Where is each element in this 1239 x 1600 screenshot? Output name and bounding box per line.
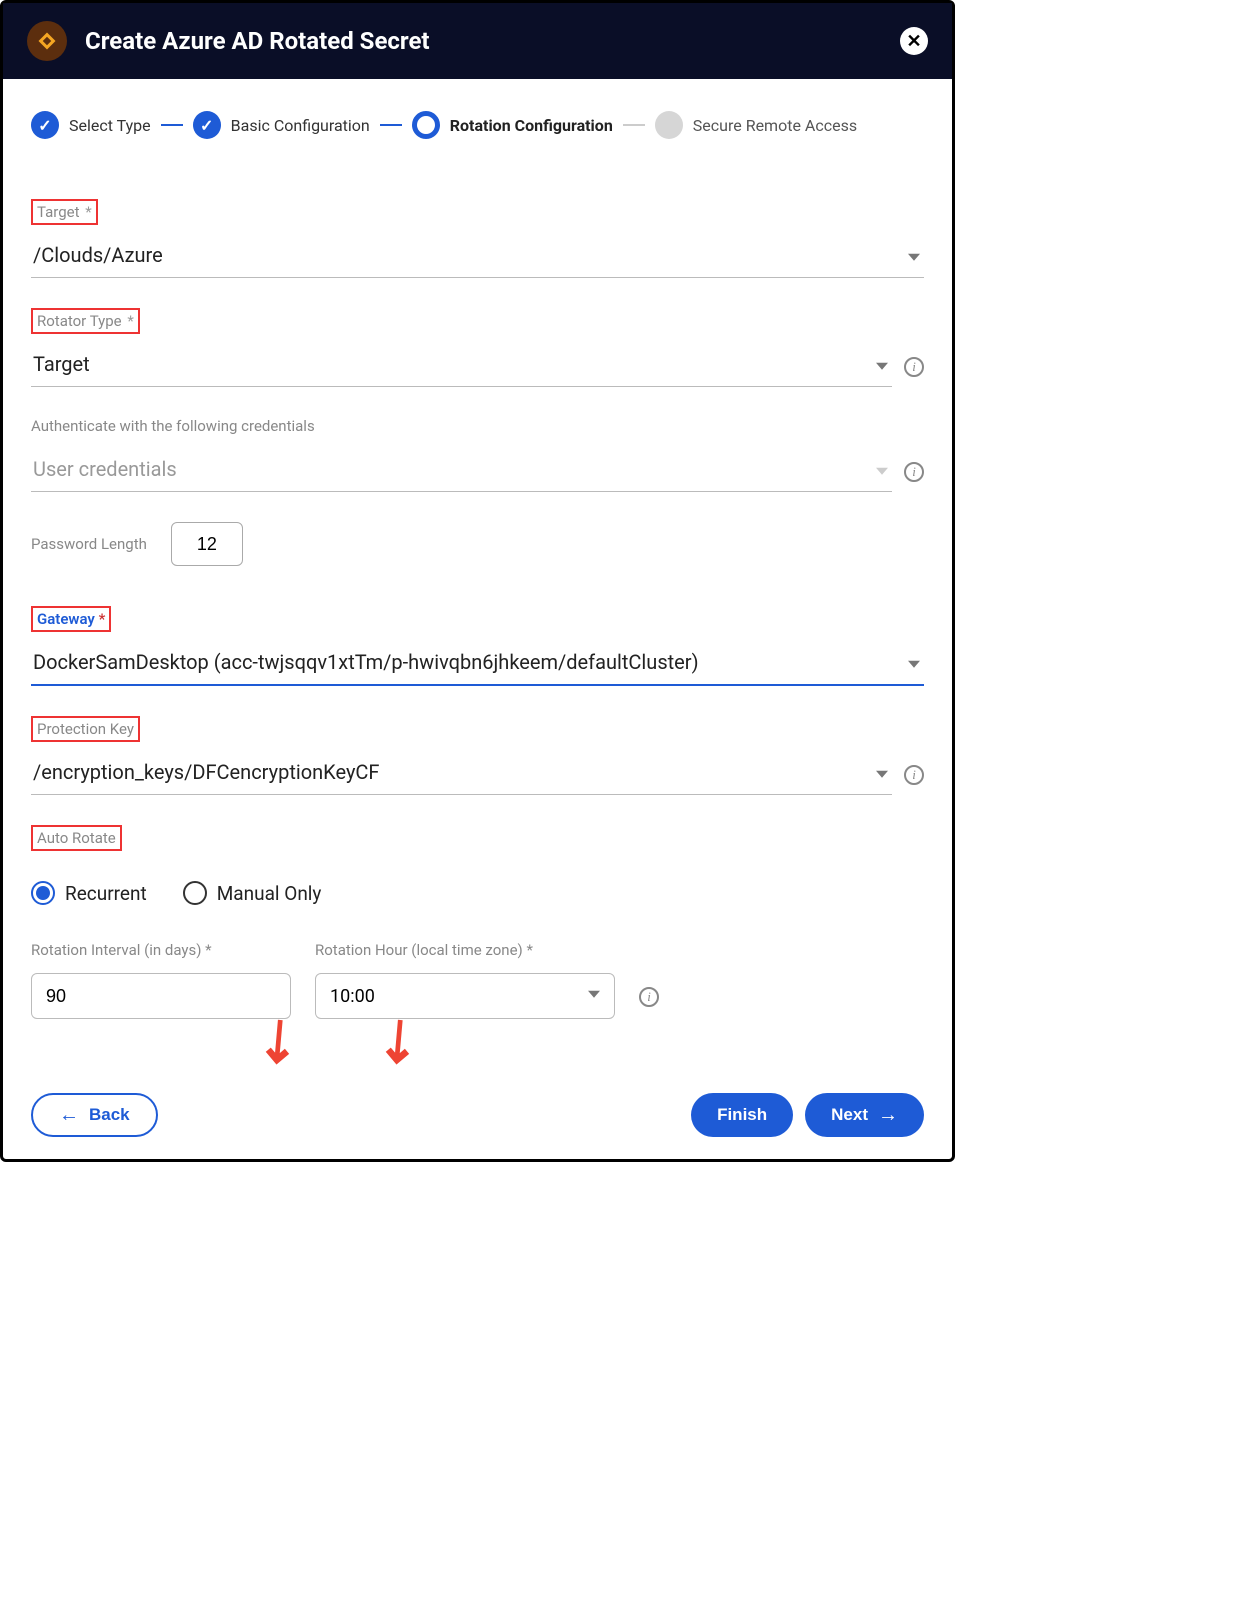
info-icon[interactable]: i bbox=[904, 765, 924, 785]
password-length-field: Password Length bbox=[31, 522, 924, 566]
back-button[interactable]: Back bbox=[31, 1093, 158, 1137]
gateway-select[interactable]: DockerSamDesktop (acc-twjsqqv1xtTm/p-hwi… bbox=[31, 644, 924, 686]
rotator-type-label: Rotator Type * bbox=[31, 308, 140, 334]
target-select[interactable]: /Clouds/Azure bbox=[31, 237, 924, 278]
auth-creds-select[interactable]: User credentials bbox=[31, 451, 892, 492]
dialog-header: Create Azure AD Rotated Secret ✕ bbox=[3, 3, 952, 79]
password-length-label: Password Length bbox=[31, 535, 147, 553]
step-4-icon bbox=[655, 111, 683, 139]
auth-creds-label: Authenticate with the following credenti… bbox=[31, 417, 924, 435]
wizard-stepper: Select Type Basic Configuration Rotation… bbox=[31, 111, 924, 139]
rotation-interval-input[interactable] bbox=[31, 973, 291, 1019]
close-button[interactable]: ✕ bbox=[900, 27, 928, 55]
app-logo-icon bbox=[27, 21, 67, 61]
rotator-type-select[interactable]: Target bbox=[31, 346, 892, 387]
step-connector bbox=[380, 124, 402, 126]
finish-button[interactable]: Finish bbox=[691, 1093, 793, 1137]
protection-key-select[interactable]: /encryption_keys/DFCencryptionKeyCF bbox=[31, 754, 892, 795]
step-2-icon bbox=[193, 111, 221, 139]
auto-rotate-field: Auto Rotate Recurrent Manual Only bbox=[31, 825, 924, 905]
rotator-type-field: Rotator Type * Target i bbox=[31, 308, 924, 387]
dialog-title: Create Azure AD Rotated Secret bbox=[85, 27, 900, 55]
radio-manual-label: Manual Only bbox=[217, 882, 322, 905]
gateway-label: Gateway * bbox=[31, 606, 111, 632]
radio-recurrent[interactable]: Recurrent bbox=[31, 881, 147, 905]
info-icon[interactable]: i bbox=[904, 357, 924, 377]
step-3-label: Rotation Configuration bbox=[450, 116, 613, 135]
target-field: Target * /Clouds/Azure bbox=[31, 199, 924, 278]
chevron-down-icon bbox=[876, 467, 888, 474]
step-4-label: Secure Remote Access bbox=[693, 116, 857, 135]
step-connector bbox=[161, 124, 183, 126]
chevron-down-icon bbox=[908, 253, 920, 260]
rotation-interval-label: Rotation Interval (in days) * bbox=[31, 941, 291, 959]
radio-icon bbox=[31, 881, 55, 905]
rotation-hour-field: Rotation Hour (local time zone) * 10:00 bbox=[315, 941, 615, 1019]
step-1-icon bbox=[31, 111, 59, 139]
protection-key-label: Protection Key bbox=[31, 716, 140, 742]
auto-rotate-label: Auto Rotate bbox=[31, 825, 122, 851]
step-2-label: Basic Configuration bbox=[231, 116, 370, 135]
chevron-down-icon bbox=[876, 770, 888, 777]
auth-creds-field: Authenticate with the following credenti… bbox=[31, 417, 924, 492]
password-length-input[interactable] bbox=[171, 522, 243, 566]
info-icon[interactable]: i bbox=[639, 987, 659, 1007]
rotation-hour-select[interactable]: 10:00 bbox=[315, 973, 615, 1019]
step-connector bbox=[623, 124, 645, 126]
annotation-arrows bbox=[261, 1019, 924, 1059]
chevron-down-icon bbox=[876, 362, 888, 369]
arrow-annotation-icon bbox=[253, 1011, 309, 1067]
next-button[interactable]: Next bbox=[805, 1093, 924, 1137]
radio-manual[interactable]: Manual Only bbox=[183, 881, 322, 905]
rotation-interval-field: Rotation Interval (in days) * bbox=[31, 941, 291, 1019]
radio-icon bbox=[183, 881, 207, 905]
protection-key-field: Protection Key /encryption_keys/DFCencry… bbox=[31, 716, 924, 795]
rotation-hour-label: Rotation Hour (local time zone) * bbox=[315, 941, 615, 959]
rotation-hour-value: 10:00 bbox=[330, 986, 375, 1007]
chevron-down-icon bbox=[908, 661, 920, 668]
target-label: Target * bbox=[31, 199, 98, 225]
info-icon[interactable]: i bbox=[904, 462, 924, 482]
step-3-icon bbox=[412, 111, 440, 139]
chevron-down-icon bbox=[588, 990, 600, 997]
arrow-annotation-icon bbox=[373, 1011, 429, 1067]
gateway-field: Gateway * DockerSamDesktop (acc-twjsqqv1… bbox=[31, 606, 924, 686]
radio-recurrent-label: Recurrent bbox=[65, 882, 147, 905]
step-1-label: Select Type bbox=[69, 116, 151, 135]
